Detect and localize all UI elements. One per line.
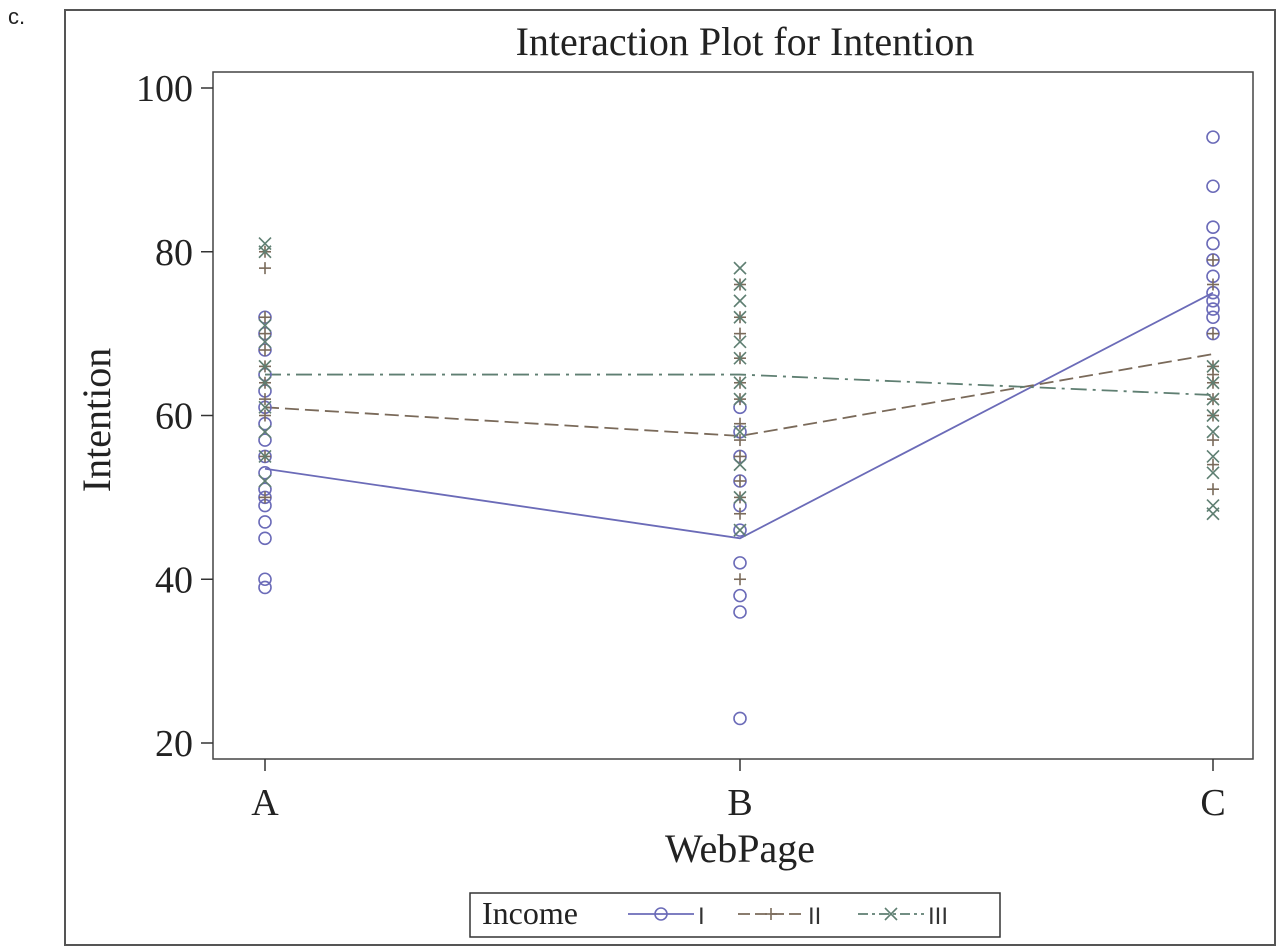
data-point-II: [734, 573, 746, 586]
data-point-II: [259, 344, 271, 356]
data-point-I: [258, 433, 272, 447]
data-point-I: [258, 572, 272, 587]
panel-label: c.: [8, 4, 26, 29]
legend-marker-I: [654, 907, 668, 921]
data-point-III: [1206, 498, 1220, 513]
data-point-II: [734, 475, 746, 487]
data-point-II: [734, 417, 746, 430]
data-point-III: [1206, 392, 1220, 406]
data-point-I: [733, 711, 747, 726]
data-point-I: [733, 523, 747, 537]
data-point-II: [259, 393, 271, 406]
data-point-III: [258, 318, 272, 333]
y-axis-ticks: 20 40 60 80 100: [136, 68, 213, 765]
y-tick-label: 60: [155, 396, 193, 438]
data-point-III: [733, 261, 747, 275]
chart-title: Interaction Plot for Intention: [516, 19, 975, 64]
data-point-I: [733, 588, 747, 603]
series-line-III: [265, 373, 1214, 396]
data-point-II: [1207, 327, 1219, 340]
x-axis-label: WebPage: [665, 826, 815, 871]
data-point-III: [733, 425, 747, 439]
plot-area: [212, 71, 1254, 760]
data-point-I: [258, 466, 272, 480]
data-point-III: [733, 277, 747, 292]
data-point-I: [733, 556, 747, 570]
legend-marker-III: [884, 907, 898, 921]
data-point-III: [733, 310, 747, 324]
data-point-III: [1206, 408, 1220, 423]
data-point-I: [258, 531, 272, 546]
legend-label-II: II: [808, 903, 821, 930]
data-point-II: [259, 311, 271, 324]
legend-marker-II: [765, 908, 777, 920]
data-point-III: [258, 474, 272, 488]
data-point-III: [1206, 425, 1220, 439]
data-point-II: [1207, 458, 1219, 471]
data-point-I: [1206, 179, 1220, 194]
data-point-III: [1206, 449, 1220, 464]
data-point-III: [733, 294, 747, 308]
data-point-II: [734, 507, 746, 520]
x-tick-label: C: [1200, 782, 1225, 824]
figure-frame: [64, 9, 1276, 946]
data-point-II: [259, 327, 271, 340]
data-point-II: [734, 450, 746, 463]
data-point-III: [258, 236, 272, 251]
legend-items: I II III: [628, 903, 948, 930]
y-tick-label: 20: [155, 723, 193, 765]
data-point-III: [258, 376, 272, 390]
legend-title: Income: [482, 895, 578, 931]
data-point-III: [258, 400, 272, 414]
series-lines: [264, 291, 1214, 540]
x-tick-label: A: [251, 782, 279, 824]
data-point-I: [1206, 236, 1220, 251]
x-axis-ticks: A B C: [251, 759, 1226, 824]
legend-label-I: I: [698, 903, 705, 930]
y-tick-label: 40: [155, 559, 193, 601]
data-point-III: [258, 425, 272, 439]
data-point-III: [1206, 359, 1220, 373]
data-point-III: [733, 490, 747, 504]
data-point-I: [1206, 220, 1220, 234]
data-point-III: [733, 523, 747, 537]
data-point-I: [258, 515, 272, 529]
data-point-III: [733, 376, 747, 390]
y-tick-label: 100: [136, 68, 193, 110]
data-point-I: [733, 605, 747, 619]
data-point-II: [1207, 483, 1219, 496]
x-tick-label: B: [727, 782, 752, 824]
data-point-II: [1207, 253, 1219, 266]
legend-label-III: III: [928, 903, 948, 930]
data-point-II: [1207, 278, 1219, 291]
data-point-III: [1206, 376, 1220, 390]
data-point-III: [733, 458, 747, 472]
legend-box: [469, 892, 1001, 938]
data-point-I: [1206, 310, 1220, 325]
data-point-I: [1206, 302, 1220, 316]
data-point-III: [733, 392, 747, 406]
data-point-III: [1206, 466, 1220, 480]
data-point-III: [733, 335, 747, 349]
series-line-I: [264, 291, 1214, 540]
data-point-III: [258, 359, 272, 373]
data-point-II: [259, 409, 271, 422]
data-point-III: [258, 449, 272, 464]
data-point-I: [258, 580, 272, 595]
data-point-III: [258, 335, 272, 349]
data-point-I: [1206, 294, 1220, 308]
y-axis-label: Intention: [74, 348, 119, 492]
data-point-II: [734, 327, 746, 340]
data-point-II: [259, 491, 271, 504]
legend: Income I II III: [469, 892, 1001, 938]
data-point-I: [1206, 130, 1220, 144]
data-point-III: [733, 351, 747, 365]
data-point-II: [259, 262, 271, 275]
data-point-II: [1207, 434, 1219, 447]
series-points: [258, 130, 1220, 726]
y-tick-label: 80: [155, 232, 193, 274]
data-point-II: [734, 434, 746, 447]
